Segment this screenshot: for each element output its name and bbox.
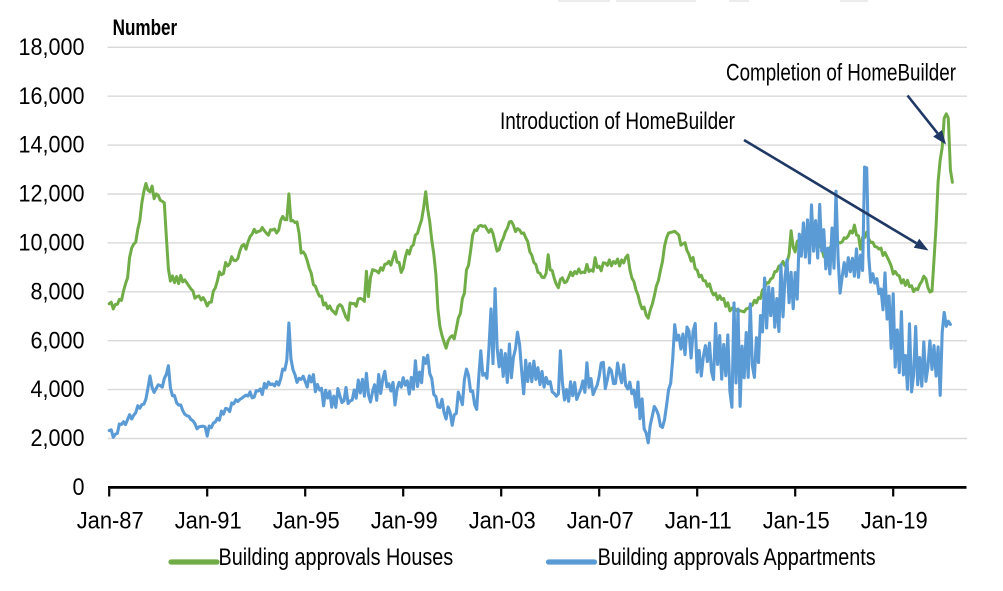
svg-text:16,000: 16,000	[19, 83, 85, 110]
svg-text:0: 0	[73, 474, 85, 501]
svg-text:12,000: 12,000	[19, 181, 85, 208]
svg-text:Building approvals Houses: Building approvals Houses	[219, 544, 454, 571]
svg-text:Jan-19: Jan-19	[861, 507, 928, 534]
svg-text:8,000: 8,000	[31, 278, 85, 305]
svg-text:Building approvals Appartments: Building approvals Appartments	[598, 544, 876, 571]
svg-text:6,000: 6,000	[31, 327, 85, 354]
svg-text:10,000: 10,000	[19, 230, 85, 257]
svg-text:Jan-87: Jan-87	[77, 507, 144, 534]
svg-text:Jan-15: Jan-15	[763, 507, 830, 534]
svg-text:Jan-07: Jan-07	[567, 507, 634, 534]
svg-text:2,000: 2,000	[31, 425, 85, 452]
svg-text:Completion of HomeBuilder: Completion of HomeBuilder	[726, 60, 956, 87]
svg-text:Number: Number	[113, 15, 178, 40]
svg-text:14,000: 14,000	[19, 132, 85, 159]
svg-text:18,000: 18,000	[19, 34, 85, 61]
svg-text:Jan-11: Jan-11	[665, 507, 732, 534]
svg-text:Jan-03: Jan-03	[469, 507, 536, 534]
svg-text:Jan-95: Jan-95	[273, 507, 340, 534]
svg-text:4,000: 4,000	[31, 376, 85, 403]
svg-text:Jan-99: Jan-99	[371, 507, 438, 534]
svg-text:Introduction of HomeBuilder: Introduction of HomeBuilder	[500, 108, 735, 135]
svg-text:Jan-91: Jan-91	[175, 507, 242, 534]
